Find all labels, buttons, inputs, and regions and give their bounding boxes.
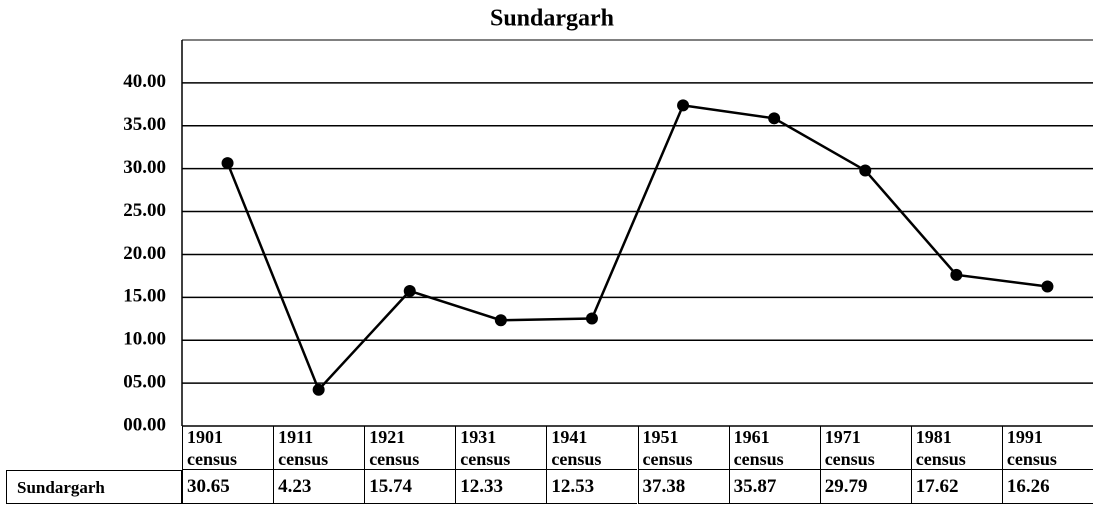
marker [585, 312, 598, 325]
value-cell: 15.74 [364, 470, 456, 504]
value-cell: 12.53 [546, 470, 638, 504]
y-tick-label: 35.00 [123, 114, 166, 135]
x-tick-label: 1911 census [278, 427, 329, 469]
y-tick-label: 10.00 [123, 329, 166, 350]
x-tick-label: 1901 census [187, 427, 238, 469]
category-cell: 1971 census [819, 426, 911, 470]
category-cell: 1931 census [455, 426, 547, 470]
value-cell: 12.33 [455, 470, 547, 504]
line [226, 103, 1048, 393]
marker [221, 157, 234, 170]
y-tick-label: 30.00 [123, 157, 166, 178]
value-cell: 37.38 [637, 470, 729, 504]
y-tick-label: 15.00 [123, 286, 166, 307]
marker [1041, 280, 1054, 293]
x-tick-label: 1961 census [733, 427, 784, 469]
marker [494, 314, 507, 327]
value-cell: 30.65 [182, 470, 274, 504]
marker [677, 99, 690, 112]
category-cell: 1901 census [182, 426, 274, 470]
value-cell: 35.87 [728, 470, 820, 504]
category-cell: 1961 census [728, 426, 820, 470]
x-tick-label: 1921 census [369, 427, 420, 469]
chart-title: Sundargarh [490, 6, 614, 32]
marker [403, 284, 416, 297]
category-cell: 1921 census [364, 426, 456, 470]
marker [950, 268, 963, 281]
x-tick-label: 1991 census [1006, 427, 1057, 469]
category-cell: 1951 census [637, 426, 729, 470]
legend-label: Sundargarh [6, 470, 182, 504]
value-cell: 17.62 [910, 470, 1002, 504]
category-cell: 1911 census [273, 426, 365, 470]
marker [859, 164, 872, 177]
y-tick-label: 40.00 [123, 71, 166, 92]
marker [768, 112, 781, 125]
y-tick-label: 20.00 [123, 243, 166, 264]
x-tick-label: 1981 census [915, 427, 966, 469]
marker [312, 383, 325, 396]
category-cell: 1981 census [910, 426, 1002, 470]
value-cell: 4.23 [273, 470, 365, 504]
value-cell: 16.26 [1001, 470, 1093, 504]
y-tick-label: 25.00 [123, 200, 166, 221]
x-tick-label: 1951 census [642, 427, 693, 469]
y-tick-label: 05.00 [123, 371, 166, 392]
category-cell: 1941 census [546, 426, 638, 470]
x-tick-label: 1941 census [551, 427, 602, 469]
category-cell: 1991 census [1001, 426, 1093, 470]
value-cell: 29.79 [819, 470, 911, 504]
x-tick-label: 1931 census [460, 427, 511, 469]
y-tick-label: 00.00 [123, 414, 166, 435]
x-tick-label: 1971 census [824, 427, 875, 469]
